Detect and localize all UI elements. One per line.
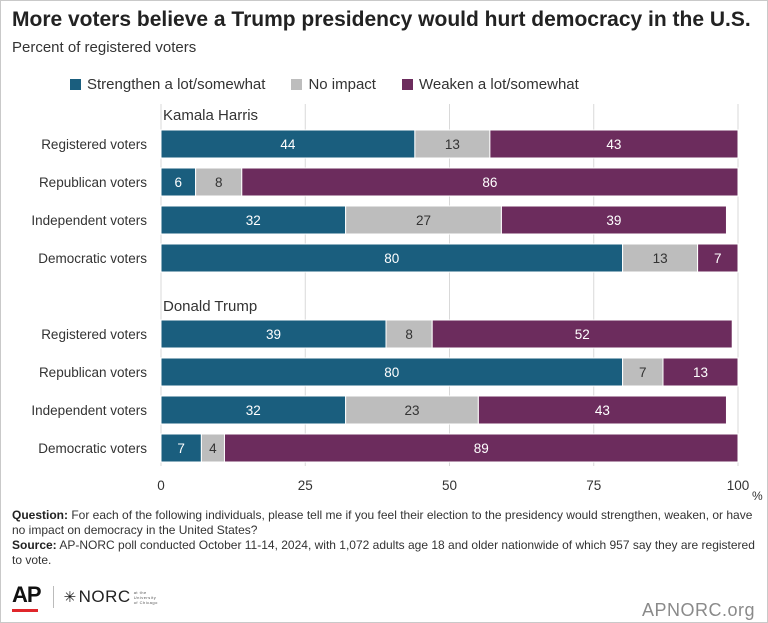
bar-donald-trump-democratic-voters-strengthen-a-lot-somewhat-label: 7 bbox=[177, 441, 185, 456]
bar-kamala-harris-democratic-voters-strengthen-a-lot-somewhat bbox=[160, 243, 624, 273]
norc-logo-subtext: at the University of Chicago bbox=[133, 589, 158, 605]
x-tick-label-100: 100 bbox=[727, 478, 750, 493]
bar-kamala-harris-registered-voters-no-impact-label: 13 bbox=[445, 137, 460, 152]
bar-donald-trump-registered-voters-weaken-a-lot-somewhat bbox=[431, 319, 733, 349]
bar-kamala-harris-republican-voters-no-impact-label: 8 bbox=[215, 175, 223, 190]
norc-star-icon: ✳ bbox=[63, 589, 77, 606]
legend-swatch-no-impact bbox=[291, 78, 303, 90]
source-text: AP-NORC poll conducted October 11-14, 20… bbox=[12, 538, 755, 567]
bar-kamala-harris-democratic-voters-weaken-a-lot-somewhat bbox=[697, 243, 739, 273]
bar-donald-trump-registered-voters-no-impact bbox=[385, 319, 433, 349]
norc-logo-text: NORC bbox=[78, 587, 131, 606]
bar-donald-trump-independent-voters-weaken-a-lot-somewhat-label: 43 bbox=[595, 403, 610, 418]
question-label: Question: bbox=[12, 508, 68, 522]
bar-donald-trump-democratic-voters-no-impact-label: 4 bbox=[209, 441, 217, 456]
bar-kamala-harris-independent-voters-strengthen-a-lot-somewhat bbox=[160, 205, 347, 235]
source-note: Source: AP-NORC poll conducted October 1… bbox=[12, 538, 757, 568]
bar-kamala-harris-democratic-voters-no-impact bbox=[622, 243, 699, 273]
bar-kamala-harris-registered-voters-weaken-a-lot-somewhat-label: 43 bbox=[606, 137, 621, 152]
row-label-donald-trump-independent-voters: Independent voters bbox=[31, 403, 147, 418]
site-url[interactable]: APNORC.org bbox=[641, 600, 755, 620]
bar-kamala-harris-republican-voters-strengthen-a-lot-somewhat bbox=[160, 167, 197, 197]
legend-label-strengthen: Strengthen a lot/somewhat bbox=[87, 75, 266, 93]
bar-donald-trump-registered-voters-strengthen-a-lot-somewhat-label: 39 bbox=[266, 327, 281, 342]
bar-donald-trump-independent-voters-no-impact-label: 23 bbox=[404, 403, 419, 418]
bar-kamala-harris-democratic-voters-weaken-a-lot-somewhat-label: 7 bbox=[714, 251, 722, 266]
bar-kamala-harris-registered-voters-no-impact bbox=[414, 129, 491, 159]
x-tick-label-25: 25 bbox=[298, 478, 313, 493]
bar-kamala-harris-republican-voters-weaken-a-lot-somewhat-label: 86 bbox=[482, 175, 497, 190]
bar-kamala-harris-registered-voters-weaken-a-lot-somewhat bbox=[489, 129, 739, 159]
bar-kamala-harris-democratic-voters-no-impact-label: 13 bbox=[653, 251, 668, 266]
row-label-kamala-harris-democratic-voters: Democratic voters bbox=[38, 251, 147, 266]
bar-donald-trump-independent-voters-strengthen-a-lot-somewhat bbox=[160, 395, 347, 425]
bar-kamala-harris-independent-voters-weaken-a-lot-somewhat bbox=[500, 205, 727, 235]
bar-donald-trump-democratic-voters-weaken-a-lot-somewhat-label: 89 bbox=[474, 441, 489, 456]
x-tick-label-50: 50 bbox=[442, 478, 457, 493]
legend-item-weaken: Weaken a lot/somewhat bbox=[401, 75, 579, 93]
stacked-bar-chart: Kamala Harris Registered voters 44 13 43 Repu… bbox=[31, 104, 763, 503]
legend-swatch-strengthen bbox=[70, 78, 81, 90]
legend-item-no-impact: No impact bbox=[291, 76, 376, 93]
bar-kamala-harris-democratic-voters-strengthen-a-lot-somewhat-label: 80 bbox=[384, 251, 399, 266]
bar-donald-trump-republican-voters-no-impact bbox=[622, 357, 664, 387]
footer-notes: Question: For each of the following indi… bbox=[12, 508, 757, 568]
row-label-kamala-harris-republican-voters: Republican voters bbox=[39, 175, 147, 190]
legend-label-weaken: Weaken a lot/somewhat bbox=[418, 75, 579, 93]
bar-donald-trump-registered-voters-strengthen-a-lot-somewhat bbox=[160, 319, 387, 349]
bar-kamala-harris-republican-voters-strengthen-a-lot-somewhat-label: 6 bbox=[175, 175, 183, 190]
bar-donald-trump-republican-voters-weaken-a-lot-somewhat bbox=[662, 357, 739, 387]
legend-swatch-weaken bbox=[401, 78, 413, 90]
bar-donald-trump-independent-voters-weaken-a-lot-somewhat bbox=[477, 395, 727, 425]
ap-logo-text: AP bbox=[12, 582, 42, 607]
bar-donald-trump-republican-voters-no-impact-label: 7 bbox=[639, 365, 647, 380]
ap-logo-underline bbox=[12, 609, 38, 612]
x-axis-unit: % bbox=[752, 489, 763, 503]
row-label-donald-trump-democratic-voters: Democratic voters bbox=[38, 441, 147, 456]
bar-kamala-harris-independent-voters-strengthen-a-lot-somewhat-label: 32 bbox=[246, 213, 261, 228]
legend-item-strengthen: Strengthen a lot/somewhat bbox=[70, 76, 265, 93]
x-tick-label-0: 0 bbox=[157, 478, 165, 493]
ap-logo: AP bbox=[12, 582, 42, 612]
source-label: Source: bbox=[12, 538, 57, 552]
bar-donald-trump-independent-voters-no-impact bbox=[345, 395, 479, 425]
group-title-donald-trump: Donald Trump bbox=[163, 298, 257, 315]
bar-donald-trump-republican-voters-weaken-a-lot-somewhat-label: 13 bbox=[693, 365, 708, 380]
row-label-kamala-harris-independent-voters: Independent voters bbox=[31, 213, 147, 228]
row-label-donald-trump-republican-voters: Republican voters bbox=[39, 365, 147, 380]
legend-label-no-impact: No impact bbox=[308, 75, 376, 93]
legend: Strengthen a lot/somewhat No impact Weak… bbox=[70, 74, 605, 94]
bar-donald-trump-registered-voters-weaken-a-lot-somewhat-label: 52 bbox=[575, 327, 590, 342]
bar-kamala-harris-registered-voters-strengthen-a-lot-somewhat-label: 44 bbox=[280, 137, 296, 152]
bar-kamala-harris-registered-voters-strengthen-a-lot-somewhat bbox=[160, 129, 416, 159]
bar-kamala-harris-republican-voters-weaken-a-lot-somewhat bbox=[241, 167, 739, 197]
x-tick-label-75: 75 bbox=[586, 478, 601, 493]
row-label-kamala-harris-registered-voters: Registered voters bbox=[41, 137, 147, 152]
chart-subtitle: Percent of registered voters bbox=[12, 39, 197, 56]
bar-kamala-harris-independent-voters-no-impact-label: 27 bbox=[416, 213, 431, 228]
logos: AP ✳ NORC at the University of Chicago bbox=[12, 582, 160, 612]
row-label-donald-trump-registered-voters: Registered voters bbox=[41, 327, 147, 342]
bar-donald-trump-democratic-voters-strengthen-a-lot-somewhat bbox=[160, 433, 202, 463]
question-note: Question: For each of the following indi… bbox=[12, 508, 757, 538]
bar-donald-trump-registered-voters-no-impact-label: 8 bbox=[405, 327, 413, 342]
bar-kamala-harris-independent-voters-weaken-a-lot-somewhat-label: 39 bbox=[606, 213, 621, 228]
logo-divider bbox=[52, 586, 54, 608]
group-title-kamala-harris: Kamala Harris bbox=[163, 107, 258, 124]
question-text: For each of the following individuals, p… bbox=[12, 508, 753, 537]
bar-donald-trump-republican-voters-strengthen-a-lot-somewhat-label: 80 bbox=[384, 365, 399, 380]
norc-logo: ✳ NORC at the University of Chicago bbox=[64, 587, 160, 607]
bar-donald-trump-independent-voters-strengthen-a-lot-somewhat-label: 32 bbox=[246, 403, 261, 418]
chart-title: More voters believe a Trump presidency w… bbox=[12, 8, 751, 31]
bar-donald-trump-democratic-voters-weaken-a-lot-somewhat bbox=[223, 433, 739, 463]
